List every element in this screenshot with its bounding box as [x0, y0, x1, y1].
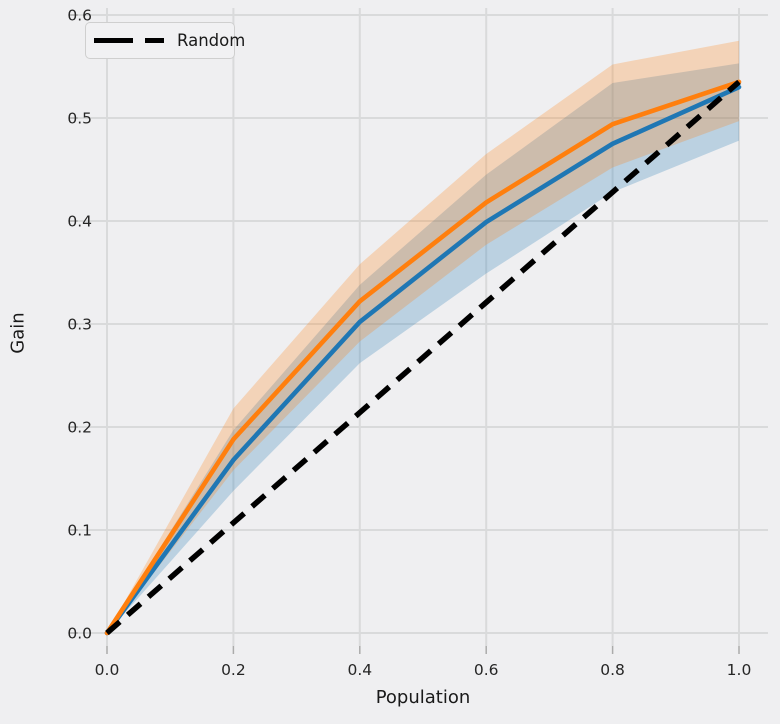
- y-tick-label: 0.5: [67, 110, 92, 128]
- x-axis-label: Population: [375, 687, 471, 708]
- legend: Random: [85, 22, 245, 59]
- dashed-line-swatch-icon: [94, 37, 164, 44]
- y-tick-label: 0.1: [67, 522, 92, 540]
- y-tick-label: 0.0: [67, 625, 92, 643]
- y-axis-label: Gain: [7, 312, 29, 354]
- line-random-baseline: [105, 79, 741, 636]
- x-tick-label: 0.0: [95, 661, 120, 679]
- line-blue-model-gain: [104, 84, 742, 636]
- line-orange-model-gain: [104, 79, 742, 636]
- y-tick-label: 0.4: [67, 213, 92, 231]
- legend-label-random: Random: [177, 31, 246, 50]
- x-tick-label: 0.6: [474, 661, 499, 679]
- confidence-band-orange-model-gain: [107, 40, 739, 633]
- x-tick-label: 0.2: [221, 661, 246, 679]
- confidence-band-blue-model-gain: [107, 63, 739, 634]
- y-tick-label: 0.6: [67, 7, 92, 25]
- y-tick-label: 0.3: [67, 316, 92, 334]
- x-tick-label: 0.4: [347, 661, 372, 679]
- x-tick-label: 1.0: [727, 661, 752, 679]
- y-tick-label: 0.2: [67, 419, 92, 437]
- x-tick-label: 0.8: [600, 661, 625, 679]
